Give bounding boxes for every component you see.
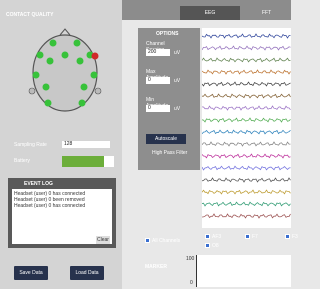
checkbox[interactable] — [205, 243, 210, 248]
log-title: EVENT LOG — [24, 181, 53, 187]
field-input[interactable]: 0 — [146, 105, 170, 112]
tab[interactable]: FFT — [262, 10, 271, 16]
head-map — [20, 25, 110, 120]
section-title: CONTACT QUALITY — [6, 12, 53, 18]
field-unit: uV — [174, 50, 180, 56]
autoscale-button[interactable]: Autoscale — [146, 134, 186, 144]
marker-plot — [196, 255, 291, 287]
app: CONTACT QUALITY Sampling Rate 128 Batter… — [0, 0, 291, 289]
field-unit: uV — [174, 78, 180, 84]
options-title: OPTIONS — [156, 31, 179, 37]
event-log: EVENT LOG Headset (user) 0 has connected… — [8, 178, 116, 248]
checkbox[interactable] — [145, 238, 150, 243]
channel-label[interactable]: F7 — [252, 234, 258, 240]
marker-title: MARKER — [145, 264, 167, 270]
sampling-value: 128 — [62, 141, 110, 148]
all-channels[interactable]: All Channels — [152, 238, 180, 244]
label: Sampling Rate — [14, 142, 47, 148]
channel-label[interactable]: O8 — [212, 243, 219, 249]
options-panel: OPTIONS Channel Spacing200uVMax Amplitud… — [138, 28, 200, 170]
channel-label[interactable]: AF3 — [212, 234, 221, 240]
field-input[interactable]: 0 — [146, 77, 170, 84]
save-button[interactable]: Save Data — [14, 266, 48, 280]
checkbox[interactable] — [285, 234, 290, 239]
marker-axis: 0 — [190, 280, 193, 286]
battery-bar — [62, 156, 114, 167]
clear-button[interactable]: Clear — [96, 236, 110, 244]
checkbox[interactable] — [245, 234, 250, 239]
field-input[interactable]: 200 — [146, 49, 170, 56]
log-line: Headset (user) 0 has connected — [14, 203, 110, 209]
marker-axis: 100 — [186, 256, 194, 262]
tab[interactable]: EEG — [180, 6, 240, 20]
channel-label[interactable]: F3 — [292, 234, 298, 240]
checkbox[interactable] — [205, 234, 210, 239]
label: Battery — [14, 158, 30, 164]
load-button[interactable]: Load Data — [70, 266, 104, 280]
field-unit: uV — [174, 106, 180, 112]
eeg-plot — [202, 28, 291, 228]
high-pass-label[interactable]: High Pass Filter — [152, 150, 187, 156]
